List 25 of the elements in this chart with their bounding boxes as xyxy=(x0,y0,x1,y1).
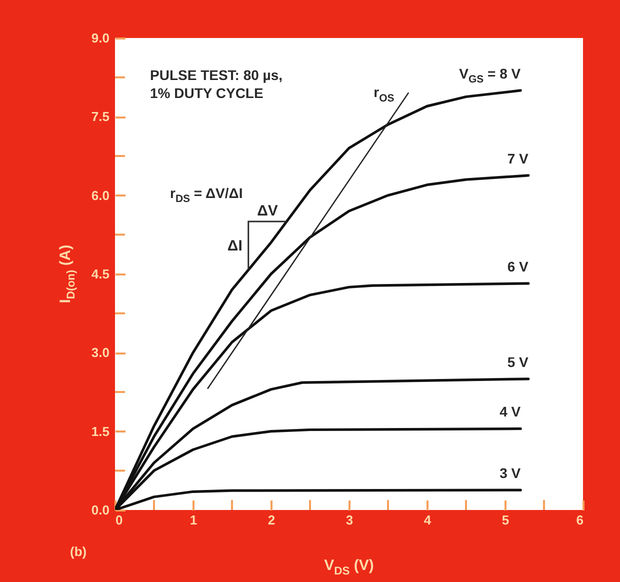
x-tick-label: 2 xyxy=(268,512,276,528)
series-label: 7 V xyxy=(507,150,530,166)
y-tick-label: 4.5 xyxy=(91,266,110,282)
series-label: 4 V xyxy=(500,404,522,420)
x-tick-label: 0 xyxy=(116,512,123,528)
x-tick-label: 6 xyxy=(576,512,584,528)
text: (b) xyxy=(70,544,87,559)
annotation: PULSE TEST: 80 µs, xyxy=(150,67,283,83)
annotation: ΔV xyxy=(257,202,278,220)
series-label: 6 V xyxy=(507,258,530,274)
y-tick-label: 6.0 xyxy=(91,188,110,203)
x-tick-label: 1 xyxy=(190,512,198,528)
series-label: 5 V xyxy=(507,354,530,370)
x-tick-label: 4 xyxy=(424,512,432,528)
y-tick-label: 1.5 xyxy=(91,424,110,439)
x-tick-label: 3 xyxy=(346,512,354,528)
series-label: 3 V xyxy=(500,465,522,482)
y-axis-title: ID(on) (A) xyxy=(57,244,78,304)
y-tick-label: 0.0 xyxy=(91,502,110,518)
annotation: 1% DUTY CYCLE xyxy=(150,85,264,101)
x-tick-label: 5 xyxy=(502,512,510,528)
y-tick-label: 3.0 xyxy=(91,345,110,360)
y-tick-label: 7.5 xyxy=(91,109,110,124)
annotation: ΔI xyxy=(227,238,242,255)
y-tick-label: 9.0 xyxy=(91,30,110,46)
